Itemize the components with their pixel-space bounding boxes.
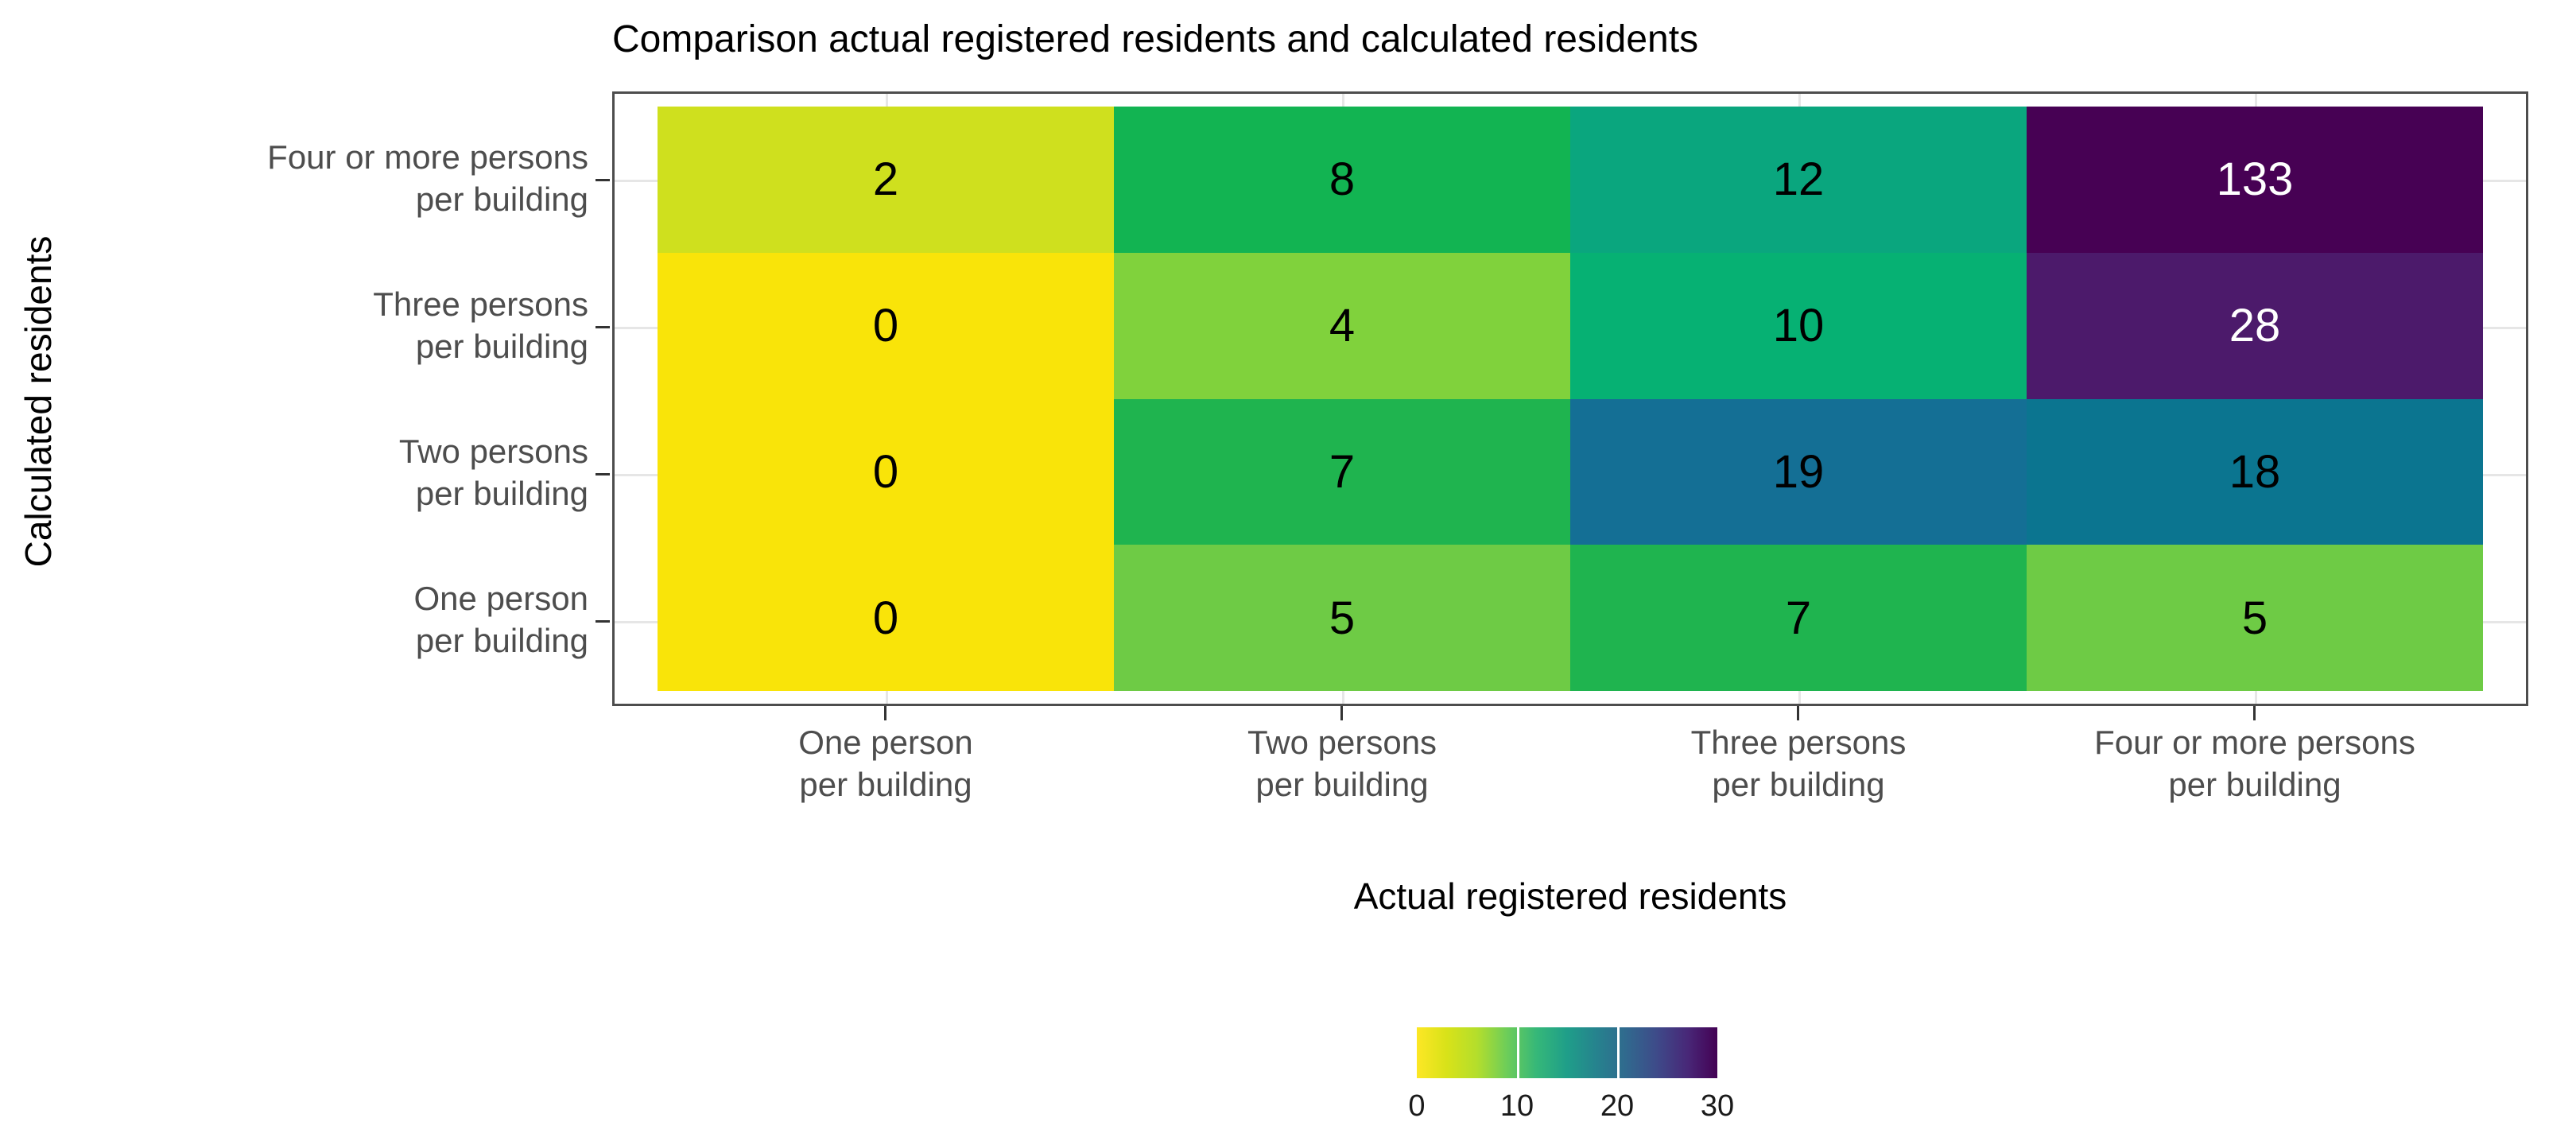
- colorbar-label: 30: [1700, 1089, 1735, 1123]
- y-tick-label: One person per building: [413, 580, 588, 659]
- heatmap-cell: 4: [1114, 252, 1570, 399]
- heatmap-cell: 5: [2027, 545, 2483, 691]
- y-tick-label: Four or more persons per building: [267, 138, 588, 218]
- colorbar-tick: [1617, 1027, 1620, 1078]
- y-tick-mark: [596, 620, 610, 623]
- chart-title: Comparison actual registered residents a…: [612, 18, 1699, 60]
- x-tick-label: One person per building: [798, 724, 973, 803]
- x-tick-label: Three persons per building: [1690, 724, 1907, 803]
- heatmap-cell: 0: [658, 252, 1114, 399]
- heatmap-cell: 8: [1114, 107, 1570, 253]
- x-tick-mark: [1797, 706, 1799, 720]
- heatmap-tiles: 2 8 12 133 0 4 10 28 0 7 19 18 0 5 7 5: [658, 107, 2483, 691]
- heatmap-cell: 5: [1114, 545, 1570, 691]
- x-tick-label: Four or more persons per building: [2094, 724, 2415, 803]
- heatmap-cell: 0: [658, 398, 1114, 545]
- colorbar-label: 20: [1600, 1089, 1635, 1123]
- heatmap-cell: 12: [1570, 107, 2027, 253]
- colorbar-label: 0: [1408, 1089, 1426, 1123]
- y-tick-mark: [596, 473, 610, 475]
- heatmap-cell: 10: [1570, 252, 2027, 399]
- x-tick-label: Two persons per building: [1247, 724, 1437, 803]
- heatmap-cell: 19: [1570, 398, 2027, 545]
- x-tick-mark: [2253, 706, 2256, 720]
- heatmap-cell: 18: [2027, 398, 2483, 545]
- colorbar-tick: [1516, 1027, 1519, 1078]
- x-tick-mark: [884, 706, 886, 720]
- y-tick-mark: [596, 179, 610, 181]
- heatmap-cell: 2: [658, 107, 1114, 253]
- y-tick-mark: [596, 326, 610, 328]
- heatmap-cell: 0: [658, 545, 1114, 691]
- heatmap-cell: 7: [1570, 545, 2027, 691]
- colorbar-label: 10: [1499, 1089, 1534, 1123]
- y-tick-label: Two persons per building: [398, 433, 588, 512]
- x-axis-title: Actual registered residents: [1353, 875, 1787, 917]
- heatmap-cell: 7: [1114, 398, 1570, 545]
- x-tick-mark: [1340, 706, 1343, 720]
- heatmap-cell: 28: [2027, 252, 2483, 399]
- y-axis-title: Calculated residents: [17, 235, 59, 568]
- y-tick-label: Three persons per building: [373, 285, 588, 365]
- colorbar-gradient: [1417, 1027, 1717, 1078]
- heatmap-cell: 133: [2027, 107, 2483, 253]
- legend-colorbar: 0 10 20 30: [1408, 1027, 1734, 1123]
- plot-panel: 2 8 12 133 0 4 10 28 0 7 19 18 0 5 7 5: [612, 91, 2528, 706]
